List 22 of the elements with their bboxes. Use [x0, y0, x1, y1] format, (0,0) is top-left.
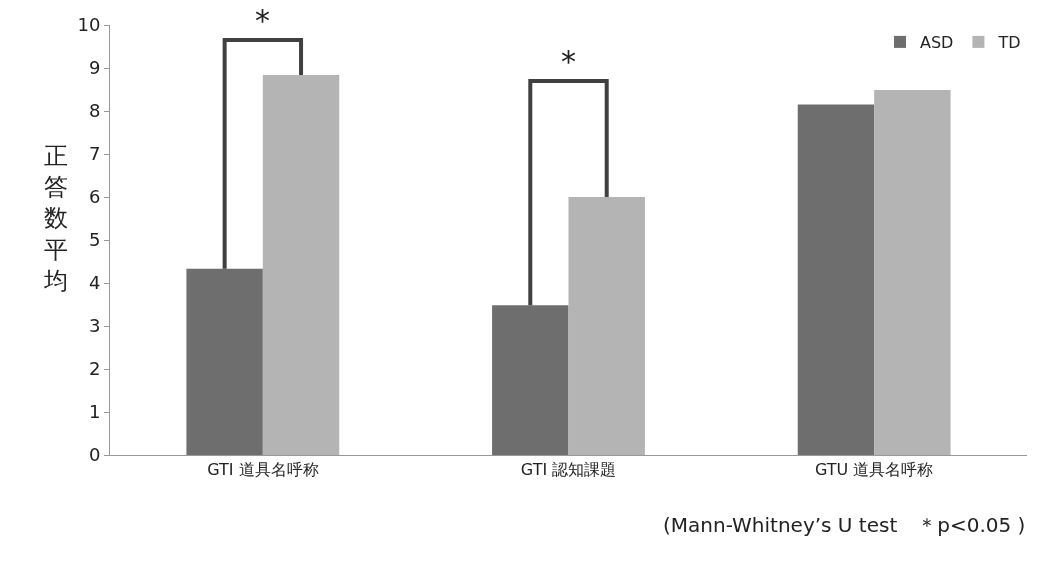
x-tick-label: GTU 道具名呼称 — [814, 460, 934, 480]
y-tick-label: 9 — [88, 57, 101, 79]
y-tick-label: 10 — [77, 14, 101, 36]
text: (Mann-Whitney’s U test ＊p<0.05 ) — [663, 513, 1026, 537]
y-tick-label: 6 — [88, 186, 101, 208]
y-tick-label: 0 — [88, 444, 101, 466]
annotation: * — [255, 3, 270, 38]
y-tick-label: 1 — [88, 401, 101, 423]
y-axis-title: 正答数平均 — [43, 142, 68, 295]
y-tick-label: 8 — [88, 100, 101, 122]
annotation: * — [561, 44, 576, 79]
bar — [874, 89, 951, 455]
y-tick-label: 4 — [88, 272, 101, 294]
y-tick-label: 2 — [88, 358, 101, 380]
legend-label: ASD — [920, 33, 954, 53]
legend-label: TD — [997, 33, 1021, 53]
y-tick-label: 5 — [88, 229, 101, 251]
x-tick-label: GTI 認知課題 — [520, 460, 617, 480]
y-tick-label: 7 — [88, 143, 101, 165]
bar — [797, 104, 875, 455]
x-tick-label: GTI 道具名呼称 — [207, 460, 319, 480]
y-tick-label: 3 — [88, 315, 101, 337]
